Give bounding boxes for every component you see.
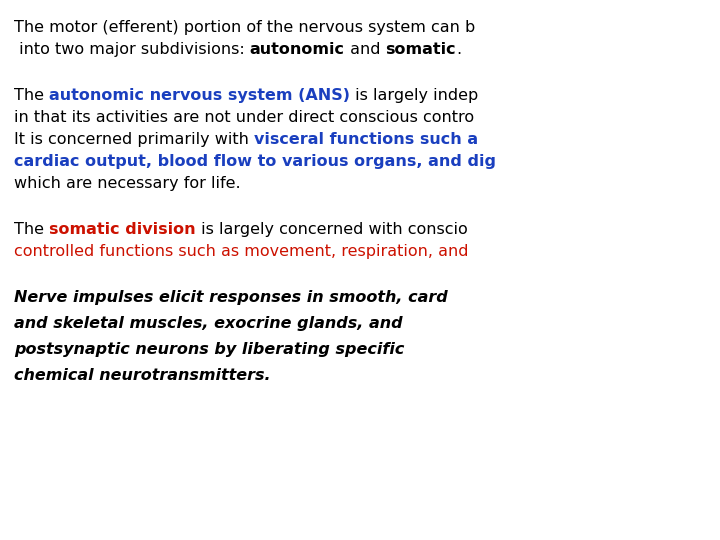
Text: The motor (efferent) portion of the nervous system can b: The motor (efferent) portion of the nerv… <box>14 20 475 35</box>
Text: It is concerned primarily with: It is concerned primarily with <box>14 132 254 147</box>
Text: autonomic nervous system (ANS): autonomic nervous system (ANS) <box>49 88 350 103</box>
Text: autonomic: autonomic <box>250 42 345 57</box>
Text: The: The <box>14 222 49 237</box>
Text: into two major subdivisions:: into two major subdivisions: <box>14 42 250 57</box>
Text: and skeletal muscles, exocrine glands, and: and skeletal muscles, exocrine glands, a… <box>14 316 402 331</box>
Text: The: The <box>14 88 49 103</box>
Text: postsynaptic neurons by liberating specific: postsynaptic neurons by liberating speci… <box>14 342 405 357</box>
Text: visceral functions such a: visceral functions such a <box>254 132 478 147</box>
Text: Nerve impulses elicit responses in smooth, card: Nerve impulses elicit responses in smoot… <box>14 290 448 305</box>
Text: somatic: somatic <box>385 42 456 57</box>
Text: which are necessary for life.: which are necessary for life. <box>14 176 240 191</box>
Text: controlled functions such as movement, respiration, and: controlled functions such as movement, r… <box>14 244 469 259</box>
Text: is largely concerned with conscio: is largely concerned with conscio <box>196 222 467 237</box>
Text: chemical neurotransmitters.: chemical neurotransmitters. <box>14 368 271 383</box>
Text: somatic division: somatic division <box>49 222 196 237</box>
Text: in that its activities are not under direct conscious contro: in that its activities are not under dir… <box>14 110 474 125</box>
Text: and: and <box>345 42 385 57</box>
Text: .: . <box>456 42 462 57</box>
Text: is largely indep: is largely indep <box>350 88 478 103</box>
Text: cardiac output, blood flow to various organs, and dig: cardiac output, blood flow to various or… <box>14 154 496 169</box>
